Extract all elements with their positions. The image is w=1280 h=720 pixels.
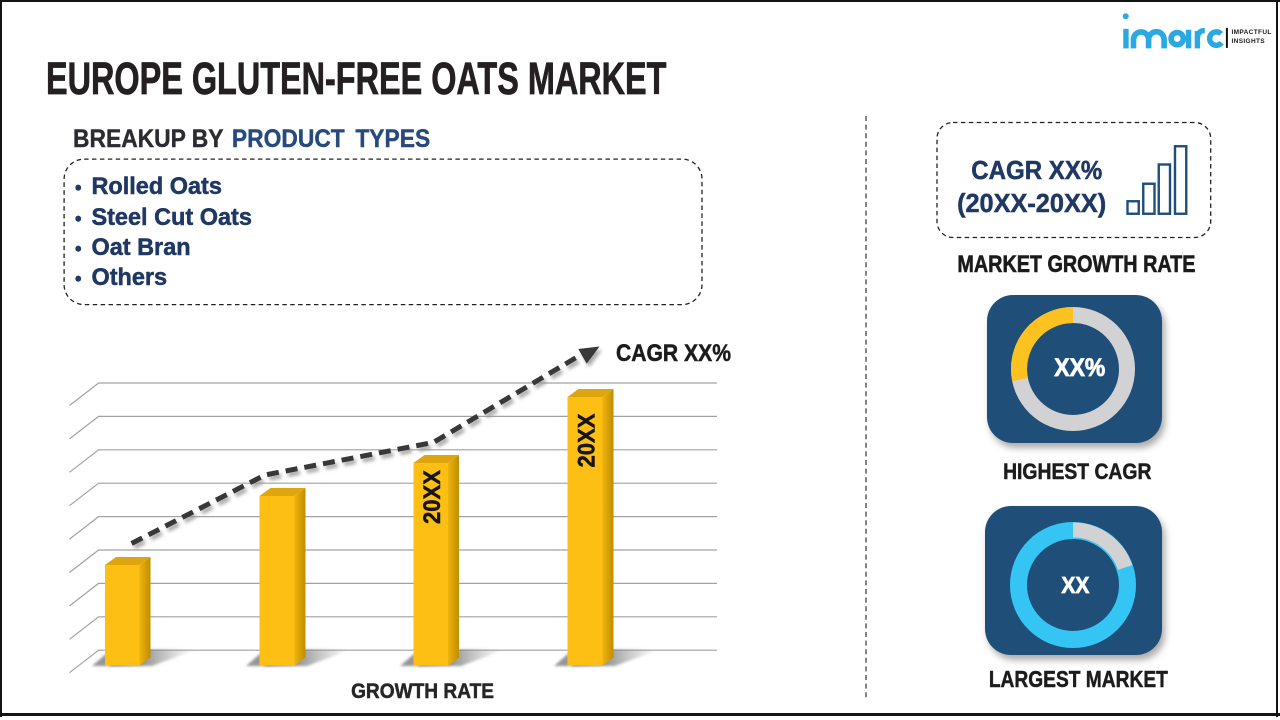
svg-text:20XX: 20XX — [419, 470, 446, 524]
svg-text:20XX: 20XX — [574, 414, 601, 468]
